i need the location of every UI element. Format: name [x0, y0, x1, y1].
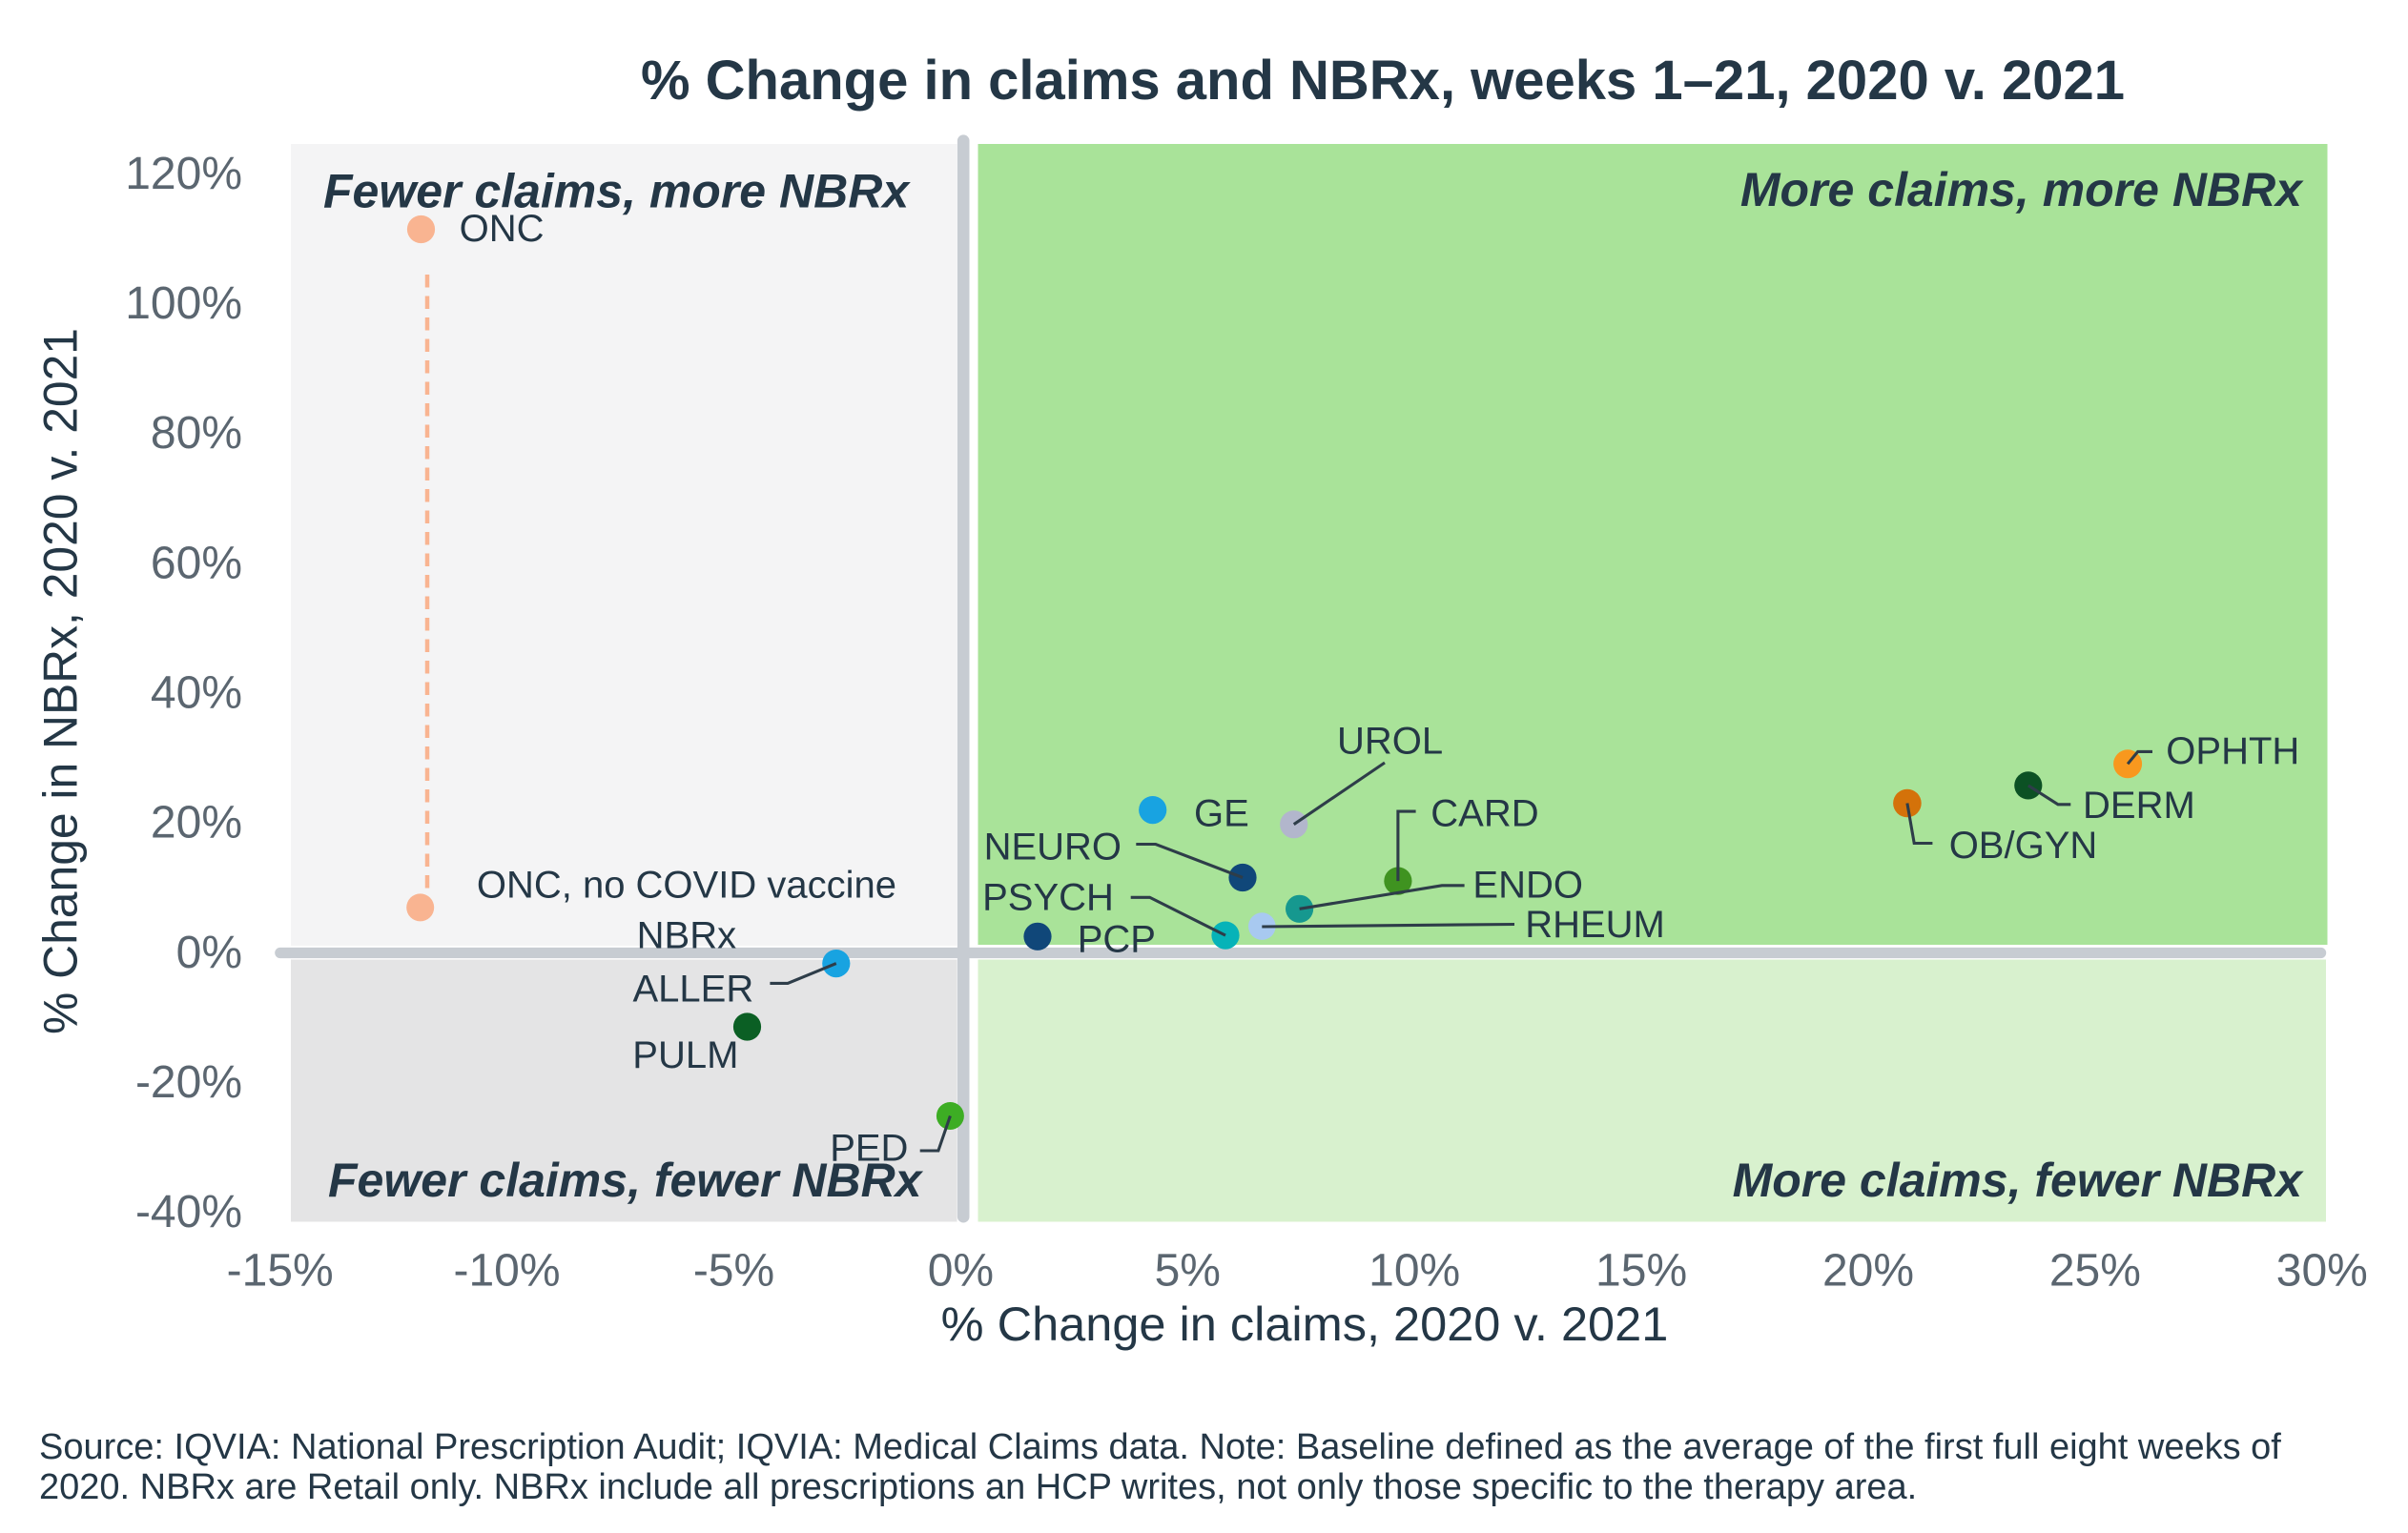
- svg-text:30%: 30%: [2276, 1245, 2368, 1296]
- svg-text:NBRx: NBRx: [637, 915, 736, 957]
- svg-text:ENDO: ENDO: [1472, 865, 1583, 907]
- svg-text:40%: 40%: [151, 668, 242, 719]
- svg-text:PED: PED: [830, 1128, 908, 1170]
- svg-text:80%: 80%: [151, 408, 242, 459]
- svg-text:PULM: PULM: [632, 1034, 738, 1076]
- svg-text:DERM: DERM: [2083, 785, 2195, 827]
- svg-text:15%: 15%: [1595, 1245, 1687, 1296]
- svg-text:% Change in claims and NBRx, w: % Change in claims and NBRx, weeks 1–21,…: [641, 50, 2125, 112]
- svg-text:OPHTH: OPHTH: [2166, 730, 2299, 772]
- svg-text:Fewer claims, more NBRx: Fewer claims, more NBRx: [323, 165, 911, 218]
- svg-text:ONC, no COVID vaccine: ONC, no COVID vaccine: [477, 865, 896, 907]
- svg-text:PSYCH: PSYCH: [982, 877, 1114, 919]
- svg-text:20%: 20%: [1822, 1245, 1914, 1296]
- svg-text:2020. NBRx are Retail only. NB: 2020. NBRx are Retail only. NBRx include…: [39, 1467, 1917, 1507]
- svg-text:-5%: -5%: [693, 1245, 774, 1296]
- svg-text:120%: 120%: [125, 149, 242, 199]
- svg-text:100%: 100%: [125, 278, 242, 329]
- svg-text:0%: 0%: [176, 928, 242, 978]
- svg-text:-20%: -20%: [135, 1057, 242, 1108]
- svg-text:PCP: PCP: [1078, 919, 1156, 961]
- svg-text:UROL: UROL: [1337, 721, 1443, 763]
- svg-text:More claims, fewer NBRx: More claims, fewer NBRx: [1733, 1154, 2305, 1207]
- svg-text:10%: 10%: [1369, 1245, 1460, 1296]
- svg-text:Source: IQVIA: National Prescr: Source: IQVIA: National Prescription Aud…: [39, 1427, 2281, 1467]
- svg-text:RHEUM: RHEUM: [1525, 904, 1665, 946]
- svg-text:GE: GE: [1194, 793, 1249, 835]
- svg-text:20%: 20%: [151, 798, 242, 848]
- svg-text:More claims, more NBRx: More claims, more NBRx: [1740, 163, 2304, 216]
- svg-text:NEURO: NEURO: [984, 827, 1122, 869]
- svg-text:-10%: -10%: [453, 1245, 560, 1296]
- svg-text:-15%: -15%: [227, 1245, 334, 1296]
- svg-text:Fewer claims, fewer NBRx: Fewer claims, fewer NBRx: [328, 1154, 924, 1207]
- svg-text:0%: 0%: [928, 1245, 994, 1296]
- svg-text:25%: 25%: [2049, 1245, 2141, 1296]
- svg-text:CARD: CARD: [1430, 792, 1538, 834]
- svg-text:60%: 60%: [151, 538, 242, 588]
- svg-text:ONC: ONC: [460, 208, 545, 250]
- svg-text:5%: 5%: [1155, 1245, 1221, 1296]
- svg-text:ALLER: ALLER: [633, 969, 754, 1011]
- svg-text:-40%: -40%: [135, 1187, 242, 1237]
- svg-text:OB/GYN: OB/GYN: [1949, 825, 2098, 867]
- svg-text:% Change in NBRx, 2020 v. 2021: % Change in NBRx, 2020 v. 2021: [34, 328, 88, 1034]
- svg-text:% Change in claims, 2020 v. 20: % Change in claims, 2020 v. 2021: [941, 1297, 1669, 1351]
